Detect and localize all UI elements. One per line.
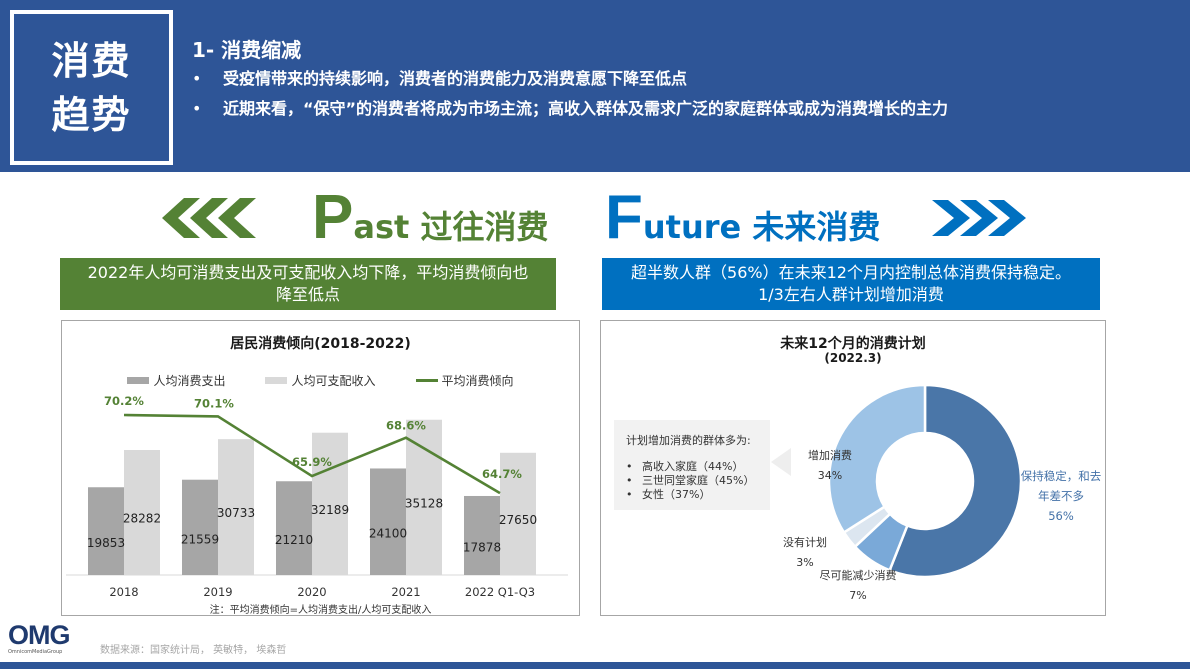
pie-label-pct: 34% xyxy=(817,469,843,482)
callout-item: • 三世同堂家庭（45%） xyxy=(626,474,755,487)
legend-item-tendency: 平均消费倾向 xyxy=(415,372,514,389)
svg-text:21210: 21210 xyxy=(275,533,313,547)
pie-label-name: 增加消费 xyxy=(808,449,852,462)
svg-text:2019: 2019 xyxy=(203,585,232,599)
past-banner-line2: 降至低点 xyxy=(275,285,340,304)
bar-chart-legend: 人均消费支出 人均可支配收入 平均消费倾向 xyxy=(62,372,579,389)
svg-text:2021: 2021 xyxy=(391,585,420,599)
past-summary-banner: 2022年人均可消费支出及可支配收入均下降，平均消费倾向也 降至低点 xyxy=(60,258,556,310)
callout-pointer-icon xyxy=(771,448,791,476)
future-banner-line2: 1/3左右人群计划增加消费 xyxy=(758,285,944,304)
svg-text:32189: 32189 xyxy=(311,503,349,517)
pie-label-pct: 7% xyxy=(849,589,867,602)
svg-text:19853: 19853 xyxy=(87,536,125,550)
donut-chart-plot xyxy=(827,383,1023,579)
future-heading-text: uture 未来消费 xyxy=(642,208,881,246)
callout-item-text: 三世同堂家庭（45%） xyxy=(642,474,755,487)
legend-swatch-light xyxy=(265,377,288,384)
pie-label-increase: 增加消费 34% xyxy=(800,446,860,486)
callout-title: 计划增加消费的群体多为: xyxy=(626,434,751,447)
slide-title-box: 消费 趋势 xyxy=(10,10,173,165)
legend-item-expenditure: 人均消费支出 xyxy=(127,372,225,389)
pie-label-stable: 保持稳定，和去 年差不多 56% xyxy=(1016,466,1106,526)
section-title: 1- 消费缩减 xyxy=(192,38,302,62)
pie-label-name: 尽可能减少消费 xyxy=(819,569,897,582)
slide-title-line2: 趋势 xyxy=(51,92,132,137)
pie-label-name: 保持稳定，和去 xyxy=(1020,469,1102,483)
pie-chart-subtitle: (2022.3) xyxy=(824,351,882,365)
pie-label-name: 没有计划 xyxy=(783,536,827,549)
omg-logo: OMG OmnicomMediaGroup xyxy=(8,620,78,656)
legend-label: 人均可支配收入 xyxy=(291,374,376,388)
legend-line-green xyxy=(415,379,438,382)
header-text: 1- 消费缩减 • 受疫情带来的持续影响，消费者的消费能力及消费意愿下降至低点 … xyxy=(192,36,948,124)
future-heading: F uture 未来消费 xyxy=(605,183,1030,252)
consumption-tendency-chart: 居民消费倾向(2018-2022) 人均消费支出 人均可支配收入 平均消费倾向 … xyxy=(61,320,580,616)
svg-text:2020: 2020 xyxy=(297,585,326,599)
svg-text:2022 Q1-Q3: 2022 Q1-Q3 xyxy=(465,585,535,599)
future-summary-banner: 超半数人群（56%）在未来12个月内控制总体消费保持稳定。 1/3左右人群计划增… xyxy=(602,258,1100,310)
bar-chart-note: 注：平均消费倾向=人均消费支出/人均可支配收入 xyxy=(209,605,432,616)
pie-label-name: 年差不多 xyxy=(1038,489,1084,503)
bar-chart-plot: 19853 28282 2018 21559 30733 2019 21210 32189 20… xyxy=(66,394,568,599)
svg-text:70.1%: 70.1% xyxy=(194,396,234,410)
future-banner-line1: 超半数人群（56%）在未来12个月内控制总体消费保持稳定。 xyxy=(631,263,1071,282)
pie-label-no-plan: 没有计划 3% xyxy=(770,533,840,573)
pie-chart-title: 未来12个月的消费计划 xyxy=(780,336,926,352)
pie-label-pct: 3% xyxy=(796,556,814,569)
increase-spending-callout: 计划增加消费的群体多为: • 高收入家庭（44%） • 三世同堂家庭（45%） • 女… xyxy=(614,420,770,510)
svg-text:68.6%: 68.6% xyxy=(386,419,426,433)
bullet-text: 受疫情带来的持续影响，消费者的消费能力及消费意愿下降至低点 xyxy=(223,69,688,88)
logo-subtext: OmnicomMediaGroup xyxy=(8,649,63,655)
header-bullet: • 受疫情带来的持续影响，消费者的消费能力及消费意愿下降至低点 xyxy=(192,64,948,94)
callout-item: • 高收入家庭（44%） xyxy=(626,460,744,473)
past-heading: P ast 过往消费 xyxy=(160,183,549,252)
svg-text:24100: 24100 xyxy=(369,527,407,541)
logo-text: OMG xyxy=(8,620,71,650)
header-banner: 消费 趋势 1- 消费缩减 • 受疫情带来的持续影响，消费者的消费能力及消费意愿… xyxy=(0,0,1190,172)
svg-text:64.7%: 64.7% xyxy=(482,467,522,481)
svg-text:2018: 2018 xyxy=(109,585,138,599)
legend-label: 平均消费倾向 xyxy=(441,374,514,388)
legend-label: 人均消费支出 xyxy=(153,374,226,388)
legend-item-income: 人均可支配收入 xyxy=(265,372,376,389)
bullet-text: 近期来看，“保守”的消费者将成为市场主流；高收入群体及需求广泛的家庭群体或成为消… xyxy=(223,99,949,118)
future-big-letter: F xyxy=(605,183,643,252)
past-heading-text: ast 过往消费 xyxy=(353,208,549,246)
past-big-letter: P xyxy=(312,183,354,252)
slide-title-line1: 消费 xyxy=(51,38,132,83)
past-banner-line1: 2022年人均可消费支出及可支配收入均下降，平均消费倾向也 xyxy=(87,263,529,282)
svg-text:35128: 35128 xyxy=(405,496,443,510)
svg-text:21559: 21559 xyxy=(181,532,219,546)
pie-label-reduce: 尽可能减少消费 7% xyxy=(808,566,908,606)
svg-text:70.2%: 70.2% xyxy=(104,394,144,408)
svg-text:65.9%: 65.9% xyxy=(292,455,332,469)
chevrons-right-icon xyxy=(932,200,1027,236)
svg-text:27650: 27650 xyxy=(499,513,537,527)
chevrons-left-icon xyxy=(162,198,256,238)
bullet-dot-icon: • xyxy=(192,69,202,88)
callout-item: • 女性（37%） xyxy=(626,488,711,501)
svg-text:17878: 17878 xyxy=(463,540,501,554)
pie-label-pct: 56% xyxy=(1048,509,1074,523)
svg-text:30733: 30733 xyxy=(217,506,255,520)
bottom-accent-bar xyxy=(0,662,1190,669)
bar-chart-title: 居民消费倾向(2018-2022) xyxy=(230,336,411,352)
legend-swatch-dark xyxy=(127,377,150,384)
svg-text:28282: 28282 xyxy=(123,511,161,525)
callout-item-text: 高收入家庭（44%） xyxy=(642,460,744,473)
data-source-note: 数据来源：国家统计局， 英敏特， 埃森哲 xyxy=(100,645,287,656)
bullet-dot-icon: • xyxy=(192,99,202,118)
callout-item-text: 女性（37%） xyxy=(642,488,711,501)
header-bullet: • 近期来看，“保守”的消费者将成为市场主流；高收入群体及需求广泛的家庭群体或成… xyxy=(192,94,948,124)
